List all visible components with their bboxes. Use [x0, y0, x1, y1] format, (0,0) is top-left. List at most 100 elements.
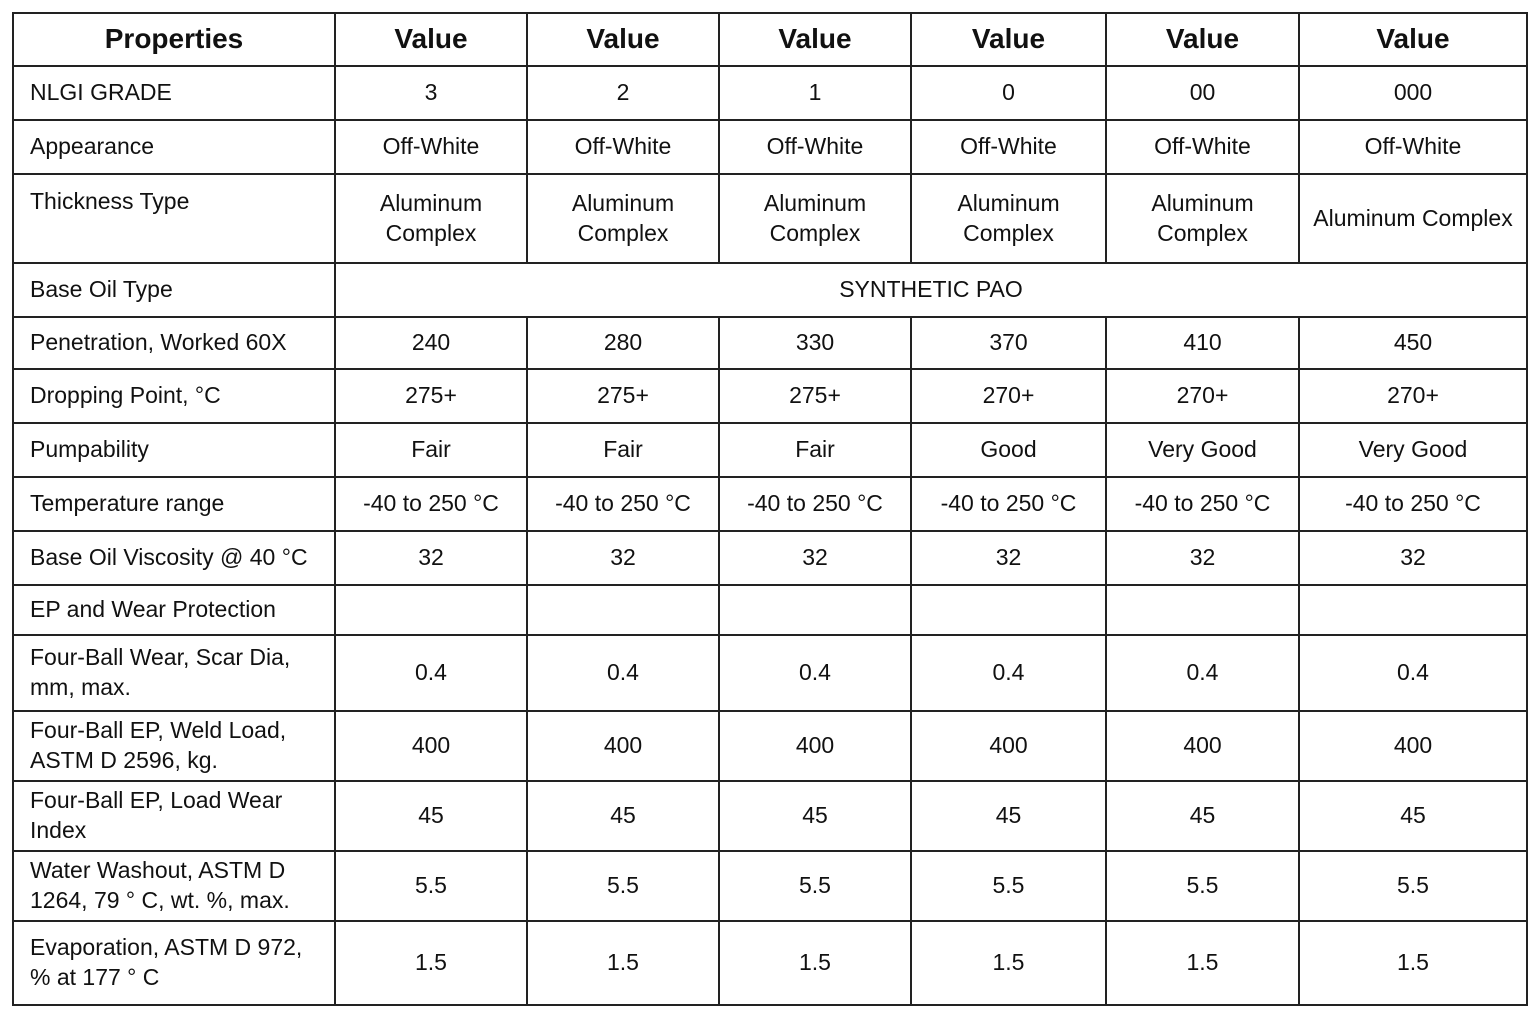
- cell-value: -40 to 250 °C: [910, 476, 1107, 532]
- cell-value: Aluminum Complex: [910, 173, 1107, 264]
- cell-value: Off-White: [334, 119, 528, 175]
- cell-value: 330: [718, 316, 912, 370]
- cell-value: -40 to 250 °C: [334, 476, 528, 532]
- table-row: NLGI GRADE 3 2 1 0 00 000: [12, 65, 1528, 121]
- cell-value: 0.4: [910, 634, 1107, 712]
- cell-value: 32: [1298, 530, 1528, 586]
- cell-value: 270+: [1298, 368, 1528, 424]
- row-label: Evaporation, ASTM D 972, % at 177 ° C: [12, 920, 336, 1006]
- cell-value: -40 to 250 °C: [526, 476, 720, 532]
- cell-value: 45: [526, 780, 720, 852]
- cell-value: 0.4: [718, 634, 912, 712]
- cell-value: Aluminum Complex: [1298, 173, 1528, 264]
- cell-value: 400: [1105, 710, 1300, 782]
- cell-value: 1: [718, 65, 912, 121]
- cell-value: Off-White: [1105, 119, 1300, 175]
- cell-value: 450: [1298, 316, 1528, 370]
- cell-value: 1.5: [1298, 920, 1528, 1006]
- table-row: Thickness Type Aluminum Complex Aluminum C…: [12, 173, 1528, 264]
- cell-value: 400: [1298, 710, 1528, 782]
- table-row: Evaporation, ASTM D 972, % at 177 ° C 1.5…: [12, 920, 1528, 1006]
- header-value: Value: [1298, 12, 1528, 67]
- row-label: NLGI GRADE: [12, 65, 336, 121]
- cell-value: 275+: [718, 368, 912, 424]
- header-value: Value: [526, 12, 720, 67]
- cell-value: 275+: [526, 368, 720, 424]
- row-label: Four-Ball Wear, Scar Dia, mm, max.: [12, 634, 336, 712]
- cell-value: 3: [334, 65, 528, 121]
- table-row: Penetration, Worked 60X 240 280 330 370 410 45…: [12, 316, 1528, 370]
- cell-value: 45: [1105, 780, 1300, 852]
- row-label: Four-Ball EP, Load Wear Index: [12, 780, 336, 852]
- cell-value: 1.5: [1105, 920, 1300, 1006]
- header-value: Value: [334, 12, 528, 67]
- header-row: Properties Value Value Value Value Value Value: [12, 12, 1528, 67]
- cell-value: 275+: [334, 368, 528, 424]
- row-label: Penetration, Worked 60X: [12, 316, 336, 370]
- cell-value: 270+: [910, 368, 1107, 424]
- cell-value: Good: [910, 422, 1107, 478]
- empty-cell: [718, 584, 912, 636]
- cell-value: 400: [910, 710, 1107, 782]
- cell-value: -40 to 250 °C: [1298, 476, 1528, 532]
- table-row: Four-Ball Wear, Scar Dia, mm, max. 0.4 0.4…: [12, 634, 1528, 712]
- cell-value: 45: [718, 780, 912, 852]
- empty-cell: [910, 584, 1107, 636]
- table-row: Dropping Point, °C 275+ 275+ 275+ 270+ 270+ 27…: [12, 368, 1528, 424]
- header-value: Value: [1105, 12, 1300, 67]
- row-label: Thickness Type: [12, 173, 336, 264]
- cell-value: 0.4: [526, 634, 720, 712]
- row-label: Four-Ball EP, Weld Load, ASTM D 2596, kg…: [12, 710, 336, 782]
- cell-value: Fair: [526, 422, 720, 478]
- cell-value: 5.5: [334, 850, 528, 922]
- cell-value: 0.4: [1105, 634, 1300, 712]
- cell-value: 45: [910, 780, 1107, 852]
- cell-value: Aluminum Complex: [718, 173, 912, 264]
- row-label: Base Oil Type: [12, 262, 336, 318]
- row-label: Dropping Point, °C: [12, 368, 336, 424]
- empty-cell: [1298, 584, 1528, 636]
- cell-value: -40 to 250 °C: [1105, 476, 1300, 532]
- cell-value: 2: [526, 65, 720, 121]
- cell-value: 1.5: [334, 920, 528, 1006]
- cell-value: Aluminum Complex: [526, 173, 720, 264]
- cell-value: 1.5: [718, 920, 912, 1006]
- cell-value: 5.5: [1298, 850, 1528, 922]
- cell-value: 5.5: [526, 850, 720, 922]
- cell-value: Very Good: [1298, 422, 1528, 478]
- cell-value: 000: [1298, 65, 1528, 121]
- table-row: Four-Ball EP, Load Wear Index 45 45 45 45 45 4…: [12, 780, 1528, 852]
- table-body: NLGI GRADE 3 2 1 0 00 000 Appearance Off-White Of…: [12, 65, 1528, 1006]
- empty-cell: [1105, 584, 1300, 636]
- cell-value: 410: [1105, 316, 1300, 370]
- cell-value: 280: [526, 316, 720, 370]
- cell-value: Off-White: [910, 119, 1107, 175]
- row-label: EP and Wear Protection: [12, 584, 336, 636]
- cell-value: Off-White: [718, 119, 912, 175]
- row-label: Pumpability: [12, 422, 336, 478]
- cell-value: 400: [334, 710, 528, 782]
- header-properties: Properties: [12, 12, 336, 67]
- row-label: Appearance: [12, 119, 336, 175]
- cell-value: 240: [334, 316, 528, 370]
- table-row: Base Oil Type SYNTHETIC PAO: [12, 262, 1528, 318]
- cell-value: 370: [910, 316, 1107, 370]
- cell-value: 45: [334, 780, 528, 852]
- cell-value: 00: [1105, 65, 1300, 121]
- header-value: Value: [910, 12, 1107, 67]
- cell-value: Off-White: [526, 119, 720, 175]
- row-label: Water Washout, ASTM D 1264, 79 ° C, wt. …: [12, 850, 336, 922]
- spec-table: Properties Value Value Value Value Value Value…: [12, 12, 1528, 1006]
- cell-value: 32: [334, 530, 528, 586]
- cell-value: Fair: [334, 422, 528, 478]
- cell-value: 0.4: [1298, 634, 1528, 712]
- merged-value: SYNTHETIC PAO: [334, 262, 1528, 318]
- cell-value: 270+: [1105, 368, 1300, 424]
- cell-value: 5.5: [1105, 850, 1300, 922]
- cell-value: 400: [718, 710, 912, 782]
- table-row: Pumpability Fair Fair Fair Good Very Good Very…: [12, 422, 1528, 478]
- cell-value: 5.5: [718, 850, 912, 922]
- cell-value: 45: [1298, 780, 1528, 852]
- table-row: Base Oil Viscosity @ 40 °C 32 32 32 32 32 32: [12, 530, 1528, 586]
